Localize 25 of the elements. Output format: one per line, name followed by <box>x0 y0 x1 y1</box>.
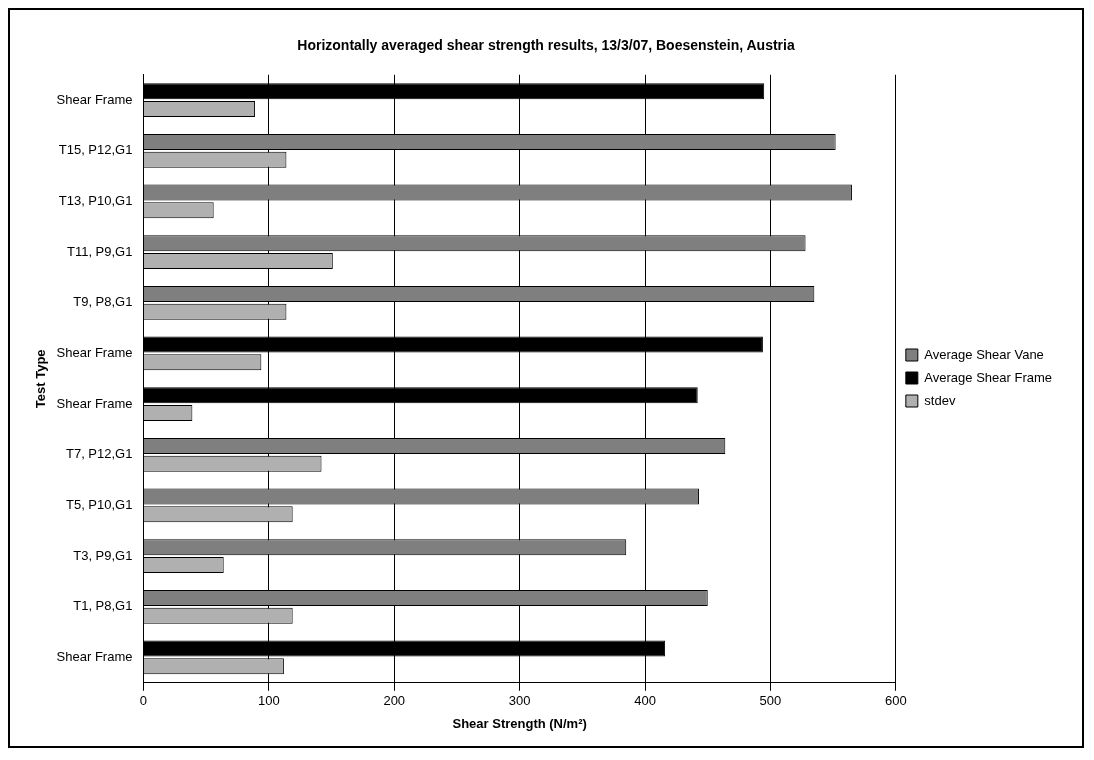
y-axis-title: Test Type <box>33 349 49 409</box>
x-tick-label: 600 <box>884 693 907 709</box>
y-tick-label: Shear Frame <box>56 345 133 361</box>
legend-label: stdev <box>924 392 956 408</box>
legend-label: Average Shear Vane <box>924 346 1044 362</box>
y-tick-label: T3, P9,G1 <box>73 547 133 563</box>
legend-label: Average Shear Frame <box>924 369 1053 385</box>
x-tick-label: 500 <box>759 693 782 709</box>
y-tick-label: T9, P8,G1 <box>73 294 133 310</box>
x-tick-label: 400 <box>634 693 656 709</box>
x-axis-title: Shear Strength (N/m²) <box>452 715 587 731</box>
y-tick-label: Shear Frame <box>56 395 133 411</box>
y-tick-label: T15, P12,G1 <box>58 142 133 158</box>
x-tick-label: 0 <box>139 693 148 709</box>
x-tick-label: 200 <box>383 693 406 709</box>
y-tick-label: Shear Frame <box>56 91 133 107</box>
y-tick-label: Shear Frame <box>56 649 133 665</box>
chart-title: Horizontally averaged shear strength results, 13/3/07, Boesenstein, Austria <box>297 37 795 54</box>
x-tick-label: 300 <box>508 693 531 709</box>
y-tick-label: T7, P12,G1 <box>65 446 133 462</box>
y-tick-label: T5, P10,G1 <box>65 497 133 513</box>
y-tick-label: T11, P9,G1 <box>66 243 133 259</box>
y-tick-label: T1, P8,G1 <box>73 598 133 614</box>
x-tick-label: 100 <box>258 693 280 709</box>
y-tick-label: T13, P10,G1 <box>58 193 133 209</box>
